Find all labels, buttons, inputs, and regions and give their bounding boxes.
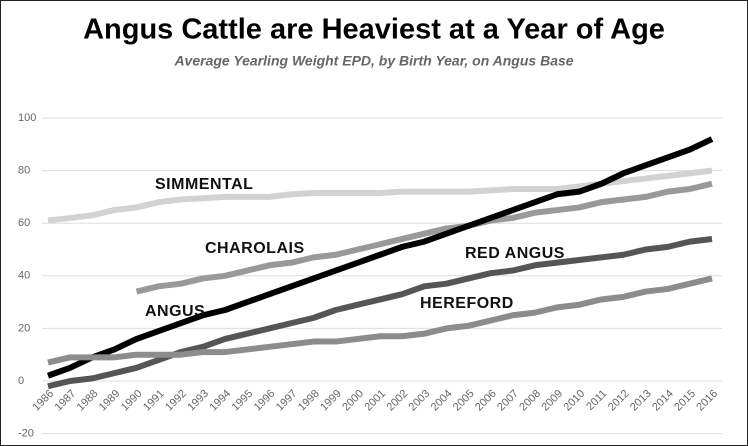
series-line: [46, 136, 714, 379]
chart-subtitle: Average Yearling Weight EPD, by Birth Ye…: [173, 53, 573, 69]
series-label: HEREFORD: [420, 295, 514, 312]
y-tick-label: 80: [18, 165, 30, 177]
series-label: SIMMENTAL: [155, 176, 253, 193]
y-tick-label: 40: [18, 270, 30, 282]
y-tick-label: 100: [18, 112, 36, 124]
series-label: ANGUS: [145, 303, 205, 320]
series-line: [47, 275, 713, 366]
series-label: CHAROLAIS: [205, 240, 305, 257]
y-tick-label: -20: [18, 428, 34, 440]
y-tick-label: 0: [18, 375, 24, 387]
series-label: RED ANGUS: [465, 245, 565, 262]
series-line: [135, 180, 713, 295]
series-line: [47, 236, 713, 390]
chart-title: Angus Cattle are Heaviest at a Year of A…: [83, 14, 665, 46]
y-tick-label: 60: [18, 217, 30, 229]
y-tick-label: 20: [18, 322, 30, 334]
